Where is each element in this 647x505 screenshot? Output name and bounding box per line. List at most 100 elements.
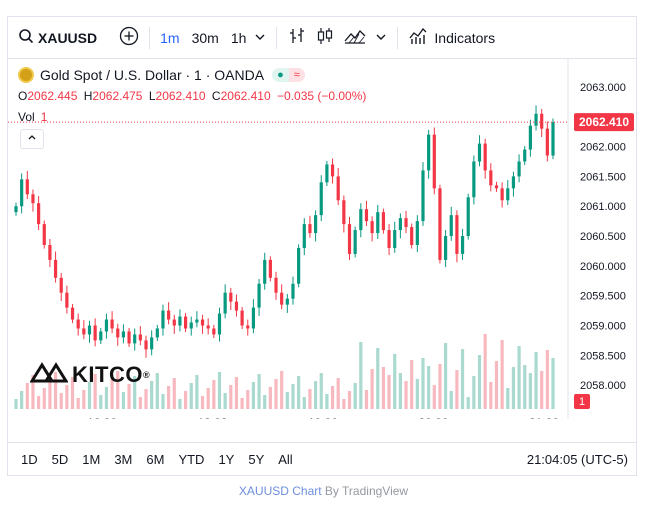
area-chart-icon (343, 26, 367, 49)
x-tick-label: 19:00 (308, 416, 338, 419)
volume-bar (280, 371, 284, 409)
volume-bar (155, 373, 159, 409)
volume-bar (297, 376, 301, 409)
volume-bar (506, 388, 510, 409)
volume-bar (285, 392, 289, 409)
volume-bar (528, 373, 532, 409)
timezone-clock[interactable]: 21:04:05 (UTC-5) (526, 452, 628, 467)
kitco-logo-text: KITCO (72, 362, 143, 387)
candle-body (376, 212, 380, 234)
volume-bar (376, 348, 380, 409)
x-tick-label: 21:00 (529, 416, 559, 419)
candle-body (472, 161, 476, 198)
toolbar-divider (276, 26, 278, 49)
y-tick-label: 2058.000 (580, 380, 626, 392)
candle-body (302, 224, 306, 248)
volume-bar (404, 381, 408, 409)
candle-body (551, 122, 555, 156)
market-open-dot-icon: ● (272, 68, 289, 82)
candles-style-button[interactable] (311, 23, 339, 53)
collapse-legend-button[interactable] (20, 129, 44, 149)
x-tick-label: 20:00 (418, 416, 448, 419)
candle-body (99, 331, 103, 341)
search-icon (18, 28, 34, 47)
candle-body (229, 292, 233, 302)
candle-body (545, 128, 549, 156)
volume-bar (517, 346, 521, 409)
volume-bar (325, 394, 329, 409)
candle-body (387, 230, 391, 248)
range-ytd[interactable]: YTD (178, 452, 205, 467)
candle-body (364, 209, 369, 222)
volume-bar (274, 379, 278, 409)
range-1d[interactable]: 1D (21, 452, 38, 467)
indicators-label: Indicators (434, 29, 496, 46)
candle-body (161, 310, 165, 329)
interval-1h[interactable]: 1h (230, 29, 247, 46)
candle-body (500, 188, 504, 201)
interval-dropdown[interactable] (250, 23, 270, 53)
volume-bar (37, 396, 41, 409)
price-chart[interactable]: 2063.0002062.5002062.0002061.5002061.000… (8, 59, 636, 419)
volume-bar (342, 399, 346, 409)
high-label: H (83, 89, 93, 103)
candle-body (20, 179, 24, 207)
volume-label: Vol (18, 110, 35, 124)
x-tick-label: 16:00 (87, 416, 117, 419)
range-5d[interactable]: 5D (51, 452, 69, 467)
candles-icon (315, 26, 335, 49)
range-all[interactable]: All (278, 452, 293, 467)
bar-style-button[interactable] (283, 23, 311, 53)
market-status-pill[interactable]: ● ≈ (272, 68, 305, 82)
open-label: O (18, 89, 28, 103)
interval-1m[interactable]: 1m (160, 29, 180, 46)
candle-body (144, 340, 148, 350)
volume-bar (370, 369, 374, 409)
candle-body (297, 247, 301, 284)
candle-body (53, 259, 58, 278)
candle-body (274, 277, 278, 293)
top-toolbar: XAUUSD 1m 30m 1h (8, 17, 636, 59)
volume-bar (449, 391, 453, 409)
candle-body (280, 292, 284, 305)
candle-body (121, 331, 125, 338)
volume-bar (534, 352, 538, 409)
volume-bar (500, 340, 504, 409)
candle-body (212, 328, 216, 335)
volume-bar (20, 391, 24, 409)
candle-body (370, 221, 374, 234)
volume-bar (353, 383, 357, 409)
candle-body (347, 224, 352, 254)
candle-body (511, 176, 516, 189)
y-tick-label: 2058.500 (580, 350, 626, 362)
y-tick-label: 2060.000 (580, 261, 626, 273)
volume-bar (347, 391, 352, 409)
chart-type-dropdown[interactable] (371, 23, 391, 53)
volume-bar (121, 392, 125, 409)
candle-body (189, 322, 193, 329)
candle-body (263, 259, 267, 284)
candle-body (534, 113, 538, 126)
volume-bar (42, 388, 46, 409)
range-1y[interactable]: 1Y (218, 452, 235, 467)
compare-symbol-button[interactable] (115, 23, 143, 53)
range-5y[interactable]: 5Y (248, 452, 265, 467)
indicators-button[interactable]: Indicators (404, 23, 499, 53)
range-3m[interactable]: 3M (114, 452, 133, 467)
range-6m[interactable]: 6M (146, 452, 165, 467)
interval-30m[interactable]: 30m (191, 29, 219, 46)
chart-legend: Gold Spot / U.S. Dollar · 1 · OANDA ● ≈ (18, 67, 305, 83)
symbol-search[interactable]: XAUUSD (14, 23, 101, 53)
candle-body (517, 161, 521, 177)
gold-symbol-icon (18, 67, 34, 83)
candle-body (444, 236, 448, 260)
y-tick-label: 2059.500 (580, 291, 626, 303)
volume-bar (483, 334, 487, 409)
footer-chart-link[interactable]: XAUUSD Chart (238, 484, 322, 498)
candle-body (313, 215, 318, 234)
candle-body (172, 319, 176, 326)
range-1m[interactable]: 1M (82, 452, 101, 467)
volume-bar (381, 367, 386, 409)
volume-bar (93, 374, 97, 409)
area-style-button[interactable] (339, 23, 371, 53)
